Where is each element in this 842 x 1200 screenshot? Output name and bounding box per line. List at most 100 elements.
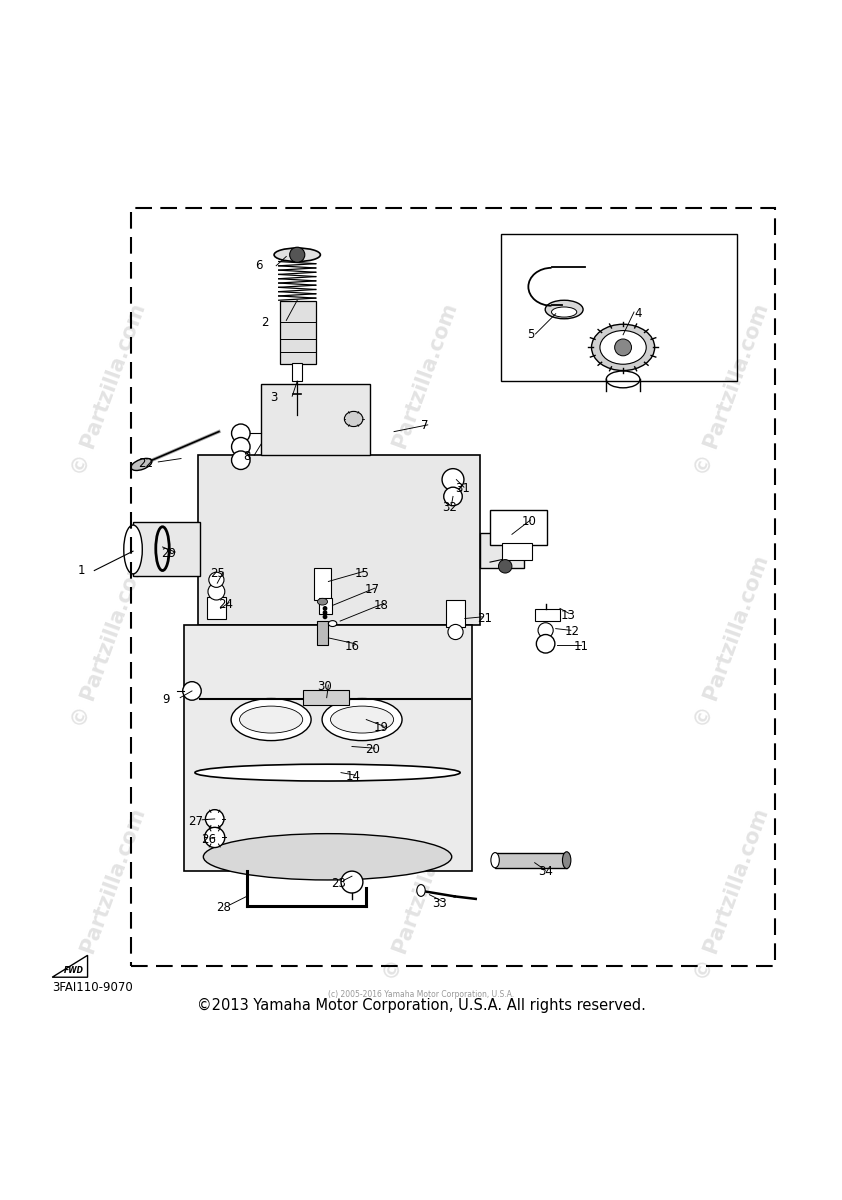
Ellipse shape [231, 698, 312, 740]
Bar [314, 568, 331, 600]
Text: 3: 3 [270, 391, 277, 404]
Circle shape [232, 451, 250, 469]
Circle shape [209, 572, 224, 587]
Text: (c) 2005-2016 Yamaha Motor Corporation, U.S.A.: (c) 2005-2016 Yamaha Motor Corporation, … [328, 990, 514, 1000]
Ellipse shape [274, 248, 320, 262]
Text: 6: 6 [256, 259, 263, 272]
Bar [535, 610, 560, 622]
Bar [131, 209, 775, 966]
Text: © Partzilla.com: © Partzilla.com [381, 301, 461, 478]
Text: 10: 10 [521, 515, 536, 528]
Ellipse shape [328, 620, 337, 626]
Circle shape [205, 810, 224, 828]
Circle shape [232, 438, 250, 456]
Text: 21: 21 [477, 612, 493, 625]
Text: 9: 9 [163, 692, 169, 706]
Text: © Partzilla.com: © Partzilla.com [692, 806, 773, 983]
Text: © Partzilla.com: © Partzilla.com [692, 553, 773, 731]
Ellipse shape [600, 330, 647, 365]
Text: 22: 22 [138, 457, 153, 470]
Ellipse shape [203, 834, 451, 880]
Text: 11: 11 [573, 640, 589, 653]
Text: 23: 23 [331, 877, 346, 890]
Ellipse shape [322, 698, 402, 740]
Circle shape [290, 247, 305, 263]
Bar [490, 510, 547, 545]
Text: 28: 28 [216, 901, 231, 914]
Text: FWD: FWD [64, 966, 84, 974]
Circle shape [442, 469, 464, 491]
Ellipse shape [195, 764, 460, 781]
Text: 16: 16 [344, 640, 360, 653]
Circle shape [183, 682, 201, 700]
Circle shape [444, 487, 462, 505]
Circle shape [615, 338, 632, 356]
Circle shape [232, 424, 250, 443]
Ellipse shape [552, 307, 577, 317]
Bar [280, 301, 316, 365]
Polygon shape [198, 455, 480, 625]
Circle shape [536, 635, 555, 653]
Text: 25: 25 [210, 566, 225, 580]
Text: 13: 13 [561, 608, 576, 622]
Text: 34: 34 [538, 865, 553, 878]
Text: 7: 7 [422, 419, 429, 432]
Text: 32: 32 [442, 500, 457, 514]
Bar [501, 234, 737, 382]
Text: ©2013 Yamaha Motor Corporation, U.S.A. All rights reserved.: ©2013 Yamaha Motor Corporation, U.S.A. A… [196, 998, 646, 1013]
Ellipse shape [562, 852, 571, 869]
Bar [319, 599, 332, 614]
Text: 17: 17 [365, 583, 380, 596]
Bar [261, 384, 370, 455]
Bar [303, 690, 349, 706]
Bar [292, 362, 302, 382]
Text: © Partzilla.com: © Partzilla.com [381, 553, 461, 731]
Bar [446, 600, 465, 626]
Circle shape [341, 871, 363, 893]
Circle shape [323, 607, 327, 610]
Text: 1: 1 [78, 564, 85, 577]
Text: 20: 20 [365, 743, 380, 756]
Text: 15: 15 [354, 566, 370, 580]
Circle shape [538, 623, 553, 638]
Bar [495, 852, 567, 868]
Circle shape [323, 616, 327, 618]
Text: 27: 27 [188, 815, 203, 828]
Ellipse shape [491, 852, 499, 868]
Ellipse shape [417, 884, 425, 896]
Text: © Partzilla.com: © Partzilla.com [69, 553, 150, 731]
Text: © Partzilla.com: © Partzilla.com [692, 301, 773, 478]
Circle shape [208, 583, 225, 600]
Ellipse shape [124, 526, 142, 574]
Bar [480, 533, 524, 568]
Ellipse shape [344, 412, 363, 426]
Text: 4: 4 [635, 307, 642, 320]
Text: 33: 33 [432, 896, 447, 910]
Text: 5: 5 [527, 329, 534, 341]
Text: 29: 29 [161, 547, 176, 560]
Circle shape [323, 611, 327, 614]
Ellipse shape [591, 324, 655, 371]
Ellipse shape [546, 300, 584, 319]
Bar [317, 622, 328, 644]
Bar [184, 625, 472, 871]
Text: © Partzilla.com: © Partzilla.com [69, 806, 150, 983]
Text: 3FAI110-9070: 3FAI110-9070 [52, 980, 133, 994]
Text: 24: 24 [218, 598, 233, 611]
Text: 31: 31 [455, 482, 470, 496]
Text: © Partzilla.com: © Partzilla.com [69, 301, 150, 478]
Ellipse shape [317, 599, 328, 605]
Text: 30: 30 [317, 680, 332, 694]
Bar [133, 522, 200, 576]
Text: 19: 19 [374, 721, 389, 734]
Ellipse shape [131, 458, 152, 470]
Text: 8: 8 [243, 450, 250, 463]
Text: 18: 18 [374, 599, 389, 612]
Text: 2: 2 [262, 316, 269, 329]
Text: 26: 26 [201, 834, 216, 846]
Text: 14: 14 [346, 770, 361, 784]
Bar [502, 542, 532, 559]
Circle shape [205, 827, 225, 847]
Circle shape [498, 559, 512, 574]
Circle shape [448, 624, 463, 640]
